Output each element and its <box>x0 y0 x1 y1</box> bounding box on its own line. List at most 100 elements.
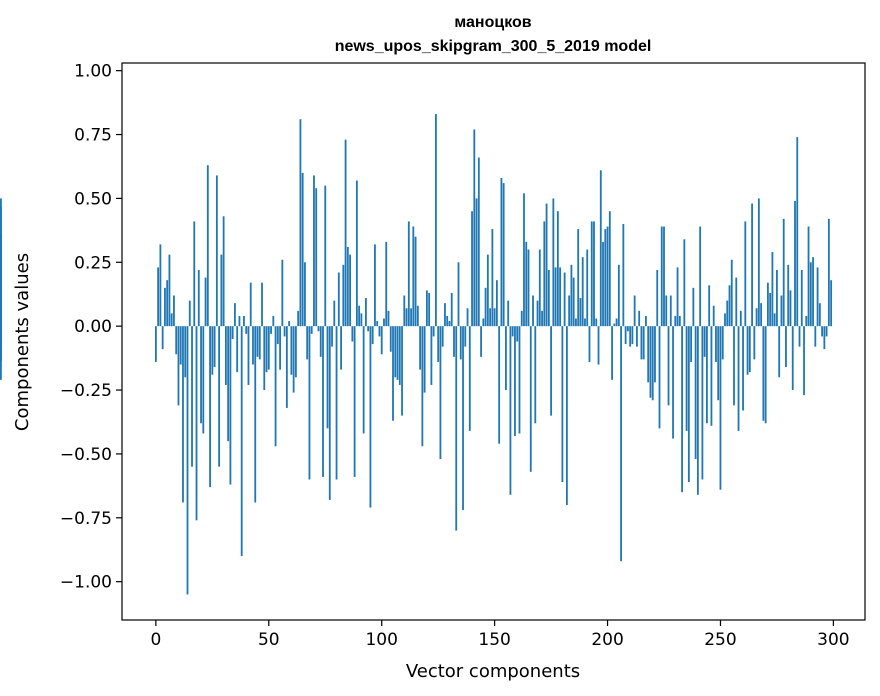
x-axis-ticks: 0 50 100 150 200 250 300 <box>150 620 850 650</box>
bar-8 <box>173 295 175 327</box>
bar-256 <box>733 326 735 406</box>
x-tick-label: 300 <box>817 630 849 650</box>
bar-176 <box>552 198 555 327</box>
bar-187 <box>577 229 580 327</box>
bar-232 <box>678 315 681 327</box>
bar-24 <box>209 326 211 488</box>
bar-64 <box>299 119 302 327</box>
bar-110 <box>403 295 406 327</box>
bar-9 <box>175 326 178 355</box>
bar-76 <box>326 326 329 429</box>
bar-293 <box>816 267 819 327</box>
y-tick-label: −0.50 <box>60 445 112 465</box>
bar-133 <box>455 326 458 531</box>
bar-274 <box>773 313 776 327</box>
bar-165 <box>527 249 530 327</box>
bar-240 <box>696 326 699 495</box>
bar-262 <box>746 326 749 375</box>
bar-103 <box>387 310 390 327</box>
bar-42 <box>249 282 252 327</box>
x-tick-label: 150 <box>478 630 510 650</box>
bar-241 <box>699 226 702 327</box>
bar-200 <box>606 226 609 327</box>
bar-185 <box>572 277 575 327</box>
bar-40 <box>245 326 248 334</box>
bar-212 <box>633 295 636 327</box>
y-tick-label: 0.00 <box>74 317 112 337</box>
bar-93 <box>365 298 367 327</box>
bar-251 <box>721 326 724 360</box>
x-tick-label: 250 <box>704 630 736 650</box>
bar-68 <box>308 326 311 480</box>
bar-225 <box>663 226 665 327</box>
bar-211 <box>631 326 634 345</box>
bar-124 <box>435 114 437 327</box>
bar-263 <box>748 326 751 373</box>
bar-218 <box>647 326 650 383</box>
bar-102 <box>385 241 388 327</box>
bar-170 <box>538 249 541 327</box>
bar-267 <box>757 198 760 327</box>
bar-37 <box>238 315 241 327</box>
bar-295 <box>821 326 823 337</box>
bar-197 <box>599 170 602 327</box>
bar-155 <box>505 326 507 391</box>
bar-140 <box>471 211 473 327</box>
y-tick-label: 1.00 <box>74 62 112 82</box>
bar-109 <box>401 326 403 416</box>
bar-153 <box>500 177 503 327</box>
bar-131 <box>450 292 453 327</box>
bar-49 <box>265 326 268 373</box>
bar-157 <box>509 326 512 495</box>
bar-79 <box>333 300 336 327</box>
bar-62 <box>294 326 297 378</box>
bar-188 <box>579 298 582 327</box>
bar-249 <box>717 326 720 401</box>
bar-53 <box>274 326 277 447</box>
bar-268 <box>760 303 763 327</box>
bar-15 <box>188 300 191 327</box>
bar-6 <box>168 254 171 327</box>
bar-20 <box>200 326 202 424</box>
bar-246 <box>710 326 713 426</box>
bar-55 <box>279 326 281 370</box>
bar-168 <box>534 326 537 424</box>
bar-278 <box>782 218 785 327</box>
bar-25 <box>211 326 214 375</box>
bar-47 <box>261 282 263 327</box>
bar-43 <box>252 326 254 365</box>
bar-130 <box>448 321 451 327</box>
bar-291 <box>812 257 814 327</box>
bar-233 <box>681 326 683 493</box>
bar-248 <box>715 326 717 362</box>
bar-265 <box>753 326 756 360</box>
bar-72 <box>317 326 320 332</box>
bar-270 <box>764 326 767 424</box>
x-tick-label: 0 <box>150 630 161 650</box>
bar-7 <box>170 313 173 327</box>
bar-65 <box>301 172 304 327</box>
bar-series <box>0 114 833 595</box>
bar-210 <box>629 326 632 347</box>
bar-104 <box>389 326 392 352</box>
bar-114 <box>412 226 415 327</box>
bar-35 <box>234 303 236 327</box>
bar-224 <box>660 226 663 327</box>
bar-290 <box>809 262 812 327</box>
bar-230 <box>674 315 677 327</box>
bar-138 <box>466 308 469 327</box>
bar-52 <box>272 315 275 327</box>
bar-160 <box>516 326 519 342</box>
bar-214 <box>638 310 641 327</box>
bar-204 <box>615 318 618 327</box>
bar-132 <box>453 326 455 357</box>
chart-title: маноцков <box>454 14 531 31</box>
bar-56 <box>281 259 284 327</box>
bar-287 <box>803 326 805 396</box>
bar-150 <box>493 308 496 327</box>
bar-299 <box>830 280 833 327</box>
bar-31 <box>224 326 227 385</box>
bar-94 <box>367 326 370 332</box>
bar-121 <box>428 292 431 327</box>
bar-174 <box>547 269 550 327</box>
